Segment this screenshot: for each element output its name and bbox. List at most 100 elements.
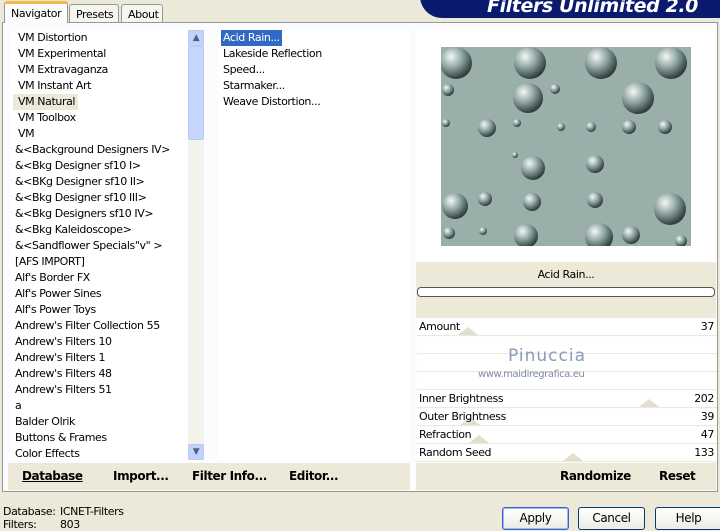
help-button[interactable]: Help: [655, 507, 720, 530]
category-item[interactable]: &<Background Designers IV>: [15, 143, 170, 156]
import-button[interactable]: Import...: [113, 469, 169, 483]
bubble: [514, 47, 546, 79]
category-item[interactable]: &<Bkg Designers sf10 IV>: [15, 207, 154, 220]
category-item[interactable]: Alf's Power Sines: [15, 287, 102, 300]
slider-label: Inner Brightness: [419, 392, 504, 405]
category-item[interactable]: [AFS IMPORT]: [15, 255, 85, 268]
slider-refraction[interactable]: Refraction 47: [417, 427, 717, 444]
category-item[interactable]: VM Distortion: [18, 31, 88, 44]
category-item[interactable]: Andrew's Filters 1: [15, 351, 106, 364]
scroll-up-button[interactable]: ▲: [188, 30, 204, 46]
slider-value: 37: [700, 320, 715, 333]
category-item[interactable]: Andrew's Filters 48: [15, 367, 112, 380]
category-item[interactable]: VM Natural: [13, 94, 79, 110]
bubble: [478, 192, 492, 206]
bubble: [622, 226, 640, 244]
status-database-value: ICNET-Filters: [60, 505, 124, 518]
slider-thumb[interactable]: [638, 399, 659, 407]
status-database-label: Database:: [3, 505, 56, 518]
reset-button[interactable]: Reset: [659, 469, 696, 483]
filter-item[interactable]: Acid Rain...: [221, 30, 282, 46]
empty-slider-row: [417, 373, 717, 390]
slider-value: 133: [694, 446, 714, 459]
navigator-buttons: Database Import... Filter Info... Editor…: [8, 463, 410, 490]
slider-value: 47: [700, 428, 715, 441]
bubble: [514, 224, 538, 246]
filter-item[interactable]: Speed...: [223, 63, 265, 76]
cancel-button[interactable]: Cancel: [578, 507, 645, 530]
slider-value: 202: [694, 392, 714, 405]
slider-amount[interactable]: Amount 37: [417, 319, 717, 336]
database-button[interactable]: Database: [22, 469, 83, 483]
category-item[interactable]: &<Bkg Designer sf10 I>: [15, 159, 141, 172]
slider-label: Refraction: [419, 428, 472, 441]
empty-slider-row: [417, 337, 717, 354]
slider-label: Outer Brightness: [419, 410, 506, 423]
randomize-button[interactable]: Randomize: [560, 469, 631, 483]
category-item[interactable]: Alf's Power Toys: [15, 303, 96, 316]
bubble: [557, 123, 565, 131]
bubble: [442, 193, 468, 219]
tab-about[interactable]: About: [121, 4, 163, 23]
bubble: [479, 227, 487, 235]
editor-button[interactable]: Editor...: [289, 469, 339, 483]
category-item[interactable]: Buttons & Frames: [15, 431, 107, 444]
filter-list[interactable]: Acid Rain... Lakeside Reflection Speed... S…: [218, 30, 410, 460]
bubble: [443, 227, 455, 239]
category-item[interactable]: Andrew's Filter Collection 55: [15, 319, 160, 332]
filter-item[interactable]: Starmaker...: [223, 79, 285, 92]
bubble: [622, 82, 654, 114]
bubble: [550, 84, 560, 94]
bubble: [513, 119, 521, 127]
filter-item[interactable]: Lakeside Reflection: [223, 47, 322, 60]
category-list[interactable]: VM Distortion VM Experimental VM Extravaga…: [10, 30, 188, 460]
slider-inner-brightness[interactable]: Inner Brightness 202: [417, 391, 717, 408]
category-item[interactable]: &<Bkg Designer sf10 III>: [15, 191, 147, 204]
control-buttons: Randomize Reset: [416, 463, 716, 490]
slider-thumb[interactable]: [468, 435, 489, 443]
slider-thumb[interactable]: [563, 453, 584, 461]
category-item[interactable]: VM Experimental: [18, 47, 106, 60]
category-item[interactable]: Balder Olrik: [15, 415, 75, 428]
watermark-url: www.maidiregrafica.eu: [478, 369, 585, 380]
slider-thumb[interactable]: [457, 327, 478, 335]
bubble: [512, 152, 518, 158]
preview-info: Acid Rain...: [416, 262, 716, 318]
bubble: [478, 119, 496, 137]
bubble: [523, 193, 541, 211]
slider-outer-brightness[interactable]: Outer Brightness 39: [417, 409, 717, 426]
tab-presets[interactable]: Presets: [69, 4, 119, 23]
preview-image: [441, 47, 691, 246]
category-item[interactable]: VM Instant Art: [18, 79, 92, 92]
slider-value: 39: [700, 410, 715, 423]
category-item[interactable]: VM Extravaganza: [18, 63, 109, 76]
preview-area: [416, 30, 716, 262]
category-item[interactable]: VM Toolbox: [18, 111, 76, 124]
bubble: [513, 83, 543, 113]
filter-info-button[interactable]: Filter Info...: [192, 469, 267, 483]
tab-navigator[interactable]: Navigator: [4, 1, 68, 23]
category-scrollbar[interactable]: ▲ ▼: [188, 30, 204, 460]
empty-slider-row: [417, 355, 717, 372]
category-item[interactable]: Color Effects: [15, 447, 80, 460]
category-item[interactable]: Alf's Border FX: [15, 271, 90, 284]
category-item[interactable]: Andrew's Filters 51: [15, 383, 112, 396]
category-item[interactable]: &<Sandflower Specials"v" >: [15, 239, 163, 252]
filter-item[interactable]: Weave Distortion...: [223, 95, 321, 108]
category-item[interactable]: &<BKg Designer sf10 II>: [15, 175, 145, 188]
progress-bar: [417, 287, 715, 297]
bubble: [675, 235, 687, 246]
preview-filter-title: Acid Rain...: [537, 268, 595, 281]
category-item[interactable]: &<Bkg Kaleidoscope>: [15, 223, 132, 236]
slider-label: Amount: [419, 320, 460, 333]
scroll-down-button[interactable]: ▼: [188, 444, 204, 460]
category-item[interactable]: Andrew's Filters 10: [15, 335, 112, 348]
slider-random-seed[interactable]: Random Seed 133: [417, 445, 717, 462]
category-item[interactable]: VM: [18, 127, 35, 140]
apply-button[interactable]: Apply: [502, 507, 569, 530]
bubble: [585, 223, 613, 246]
scroll-thumb[interactable]: [188, 46, 204, 140]
slider-thumb[interactable]: [459, 417, 480, 425]
bubble: [521, 156, 545, 180]
category-item[interactable]: a: [15, 399, 22, 412]
